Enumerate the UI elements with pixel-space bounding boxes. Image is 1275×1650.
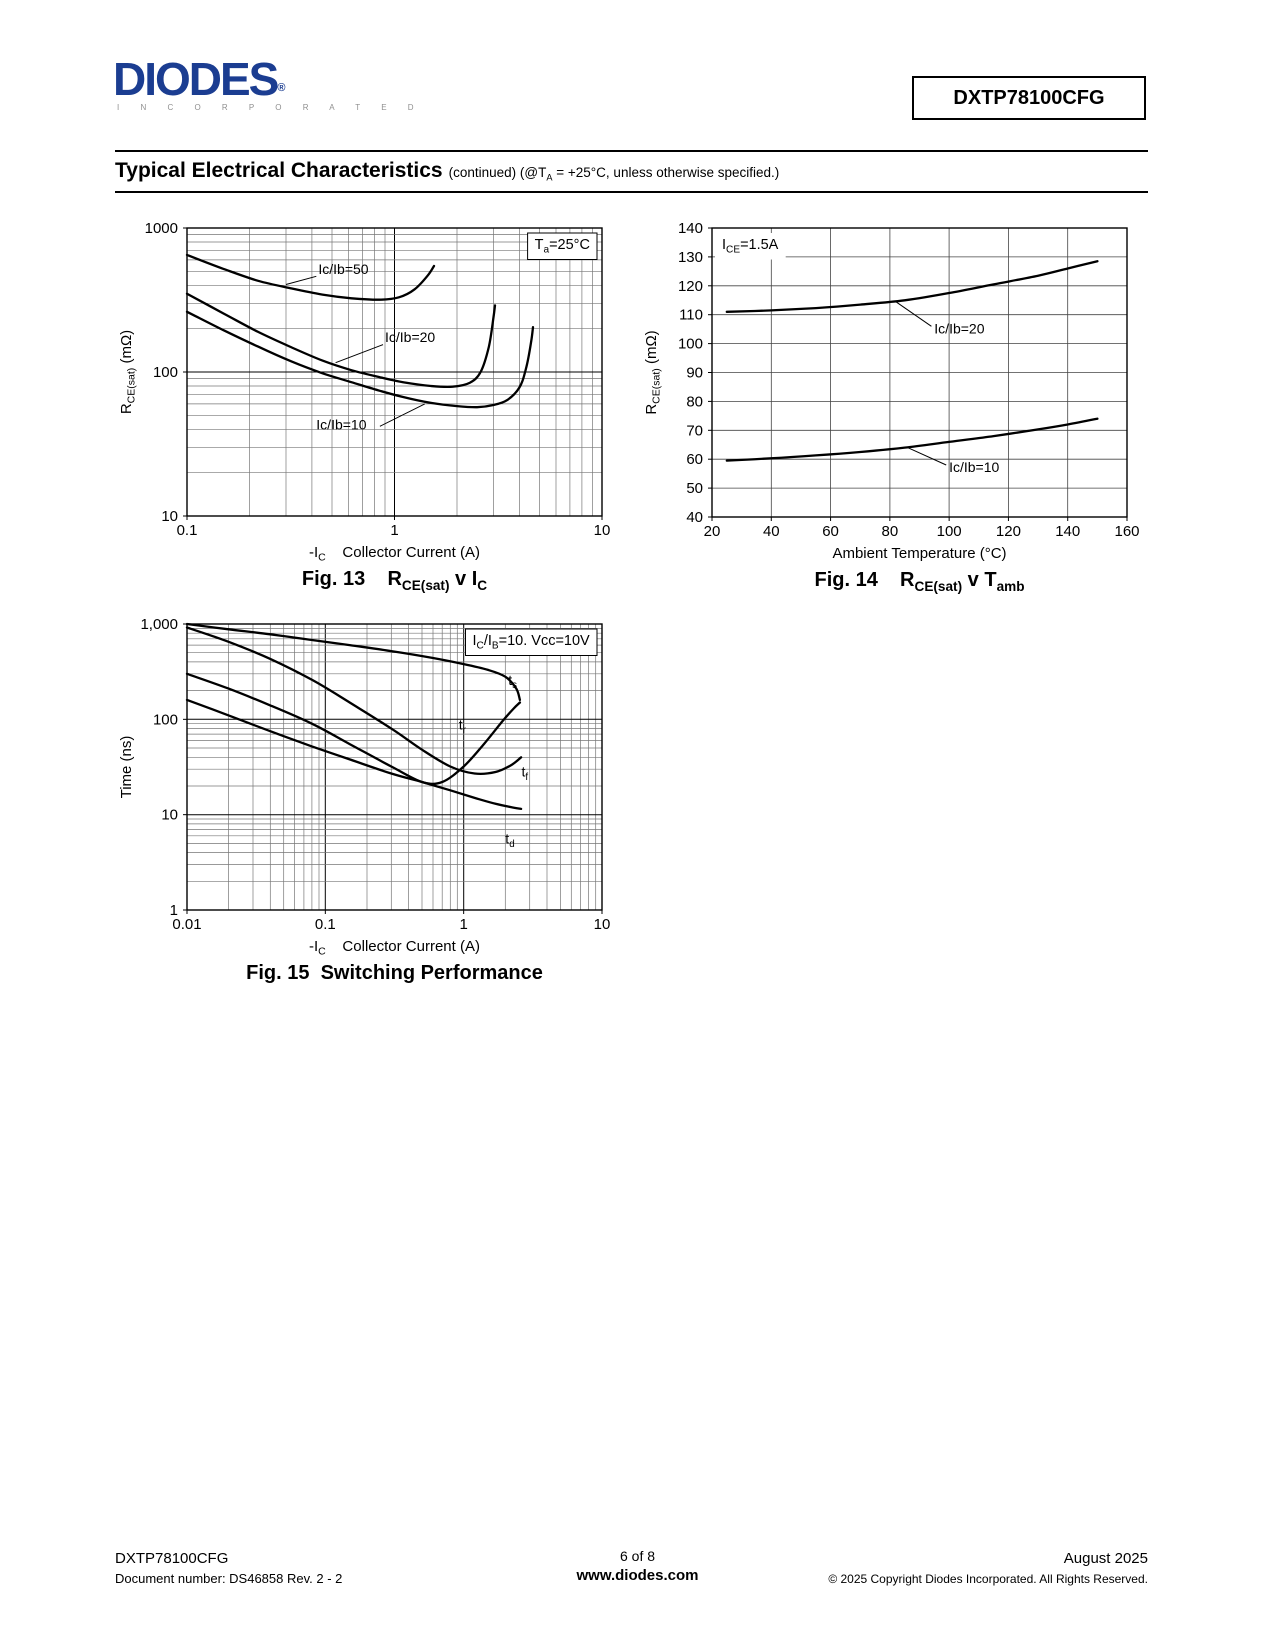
svg-text:80: 80 bbox=[686, 393, 703, 410]
section-title-row: Typical Electrical Characteristics (conti… bbox=[115, 159, 1148, 183]
svg-text:90: 90 bbox=[686, 365, 703, 382]
svg-text:120: 120 bbox=[678, 278, 703, 295]
title-rule bbox=[115, 191, 1148, 193]
svg-text:80: 80 bbox=[882, 523, 899, 540]
footer-part-number: DXTP78100CFG bbox=[115, 1550, 229, 1567]
x-axis-label: -IC Collector Current (A) bbox=[309, 938, 480, 958]
svg-text:140: 140 bbox=[678, 220, 703, 237]
svg-text:100: 100 bbox=[153, 711, 178, 728]
svg-text:1,000: 1,000 bbox=[140, 616, 178, 633]
svg-text:0.01: 0.01 bbox=[172, 916, 201, 933]
diodes-logo-text: DIODES® bbox=[113, 53, 286, 105]
footer-page-number: 6 of 8 bbox=[619, 1548, 656, 1564]
footer-doc-number: Document number: DS46858 Rev. 2 - 2 bbox=[115, 1571, 343, 1586]
footer-right: August 2025 © 2025 Copyright Diodes Inco… bbox=[828, 1550, 1148, 1586]
section-title: Typical Electrical Characteristics bbox=[115, 159, 443, 182]
curve-label: ts bbox=[508, 672, 517, 691]
fig13-caption: Fig. 13 RCE(sat) v IC bbox=[301, 568, 488, 593]
footer-website: www.diodes.com bbox=[576, 1567, 699, 1584]
part-number: DXTP78100CFG bbox=[953, 86, 1105, 109]
svg-text:0.1: 0.1 bbox=[315, 916, 336, 933]
curve-label: Ic/Ib=20 bbox=[385, 329, 435, 345]
y-axis-label: Time (ns) bbox=[118, 736, 135, 799]
svg-text:40: 40 bbox=[686, 509, 703, 526]
svg-text:100: 100 bbox=[937, 523, 962, 540]
curve-label: Ic/Ib=10 bbox=[316, 416, 366, 432]
curve-td bbox=[185, 698, 523, 811]
svg-text:50: 50 bbox=[686, 480, 703, 497]
x-axis-label: -IC Collector Current (A) bbox=[309, 544, 480, 564]
fig15-caption: Fig. 15 Switching Performance bbox=[246, 962, 543, 984]
section-subtitle: (continued) (@TA = +25°C, unless otherwi… bbox=[448, 165, 780, 183]
fig14-block: Ic/Ib=20 Ic/Ib=10 ICE=1.5A 20 40 60 80 100 120 14… bbox=[640, 212, 1152, 594]
curve-label: Ic/Ib=50 bbox=[318, 261, 368, 277]
svg-text:10: 10 bbox=[594, 522, 611, 539]
plot-annotation: IC/IB=10. Vcc=10V bbox=[473, 633, 591, 651]
x-axis-label: Ambient Temperature (°C) bbox=[832, 545, 1006, 562]
fig15-block: ts tr tf td IC/IB=10. Vcc=10V 0.01 0.1 1 10 1 10 10… bbox=[115, 608, 627, 985]
svg-text:1: 1 bbox=[390, 522, 398, 539]
svg-text:1000: 1000 bbox=[145, 220, 178, 237]
diodes-logo: DIODES® I N C O R P O R A T E D bbox=[113, 56, 423, 112]
svg-text:10: 10 bbox=[161, 508, 178, 525]
svg-text:60: 60 bbox=[686, 451, 703, 468]
curve-label: tf bbox=[522, 764, 529, 783]
curve-ts bbox=[185, 622, 522, 702]
fig15-chart: ts tr tf td IC/IB=10. Vcc=10V 0.01 0.1 1 10 1 10 10… bbox=[118, 616, 611, 958]
y-axis-label: RCE(sat) (mΩ) bbox=[118, 330, 138, 414]
svg-text:60: 60 bbox=[822, 523, 839, 540]
footer-center: 6 of 8 www.diodes.com bbox=[0, 1548, 1275, 1584]
y-axis-label: RCE(sat) (mΩ) bbox=[643, 330, 663, 414]
svg-text:40: 40 bbox=[763, 523, 780, 540]
svg-text:20: 20 bbox=[704, 523, 721, 540]
svg-text:70: 70 bbox=[686, 422, 703, 439]
svg-text:160: 160 bbox=[1114, 523, 1139, 540]
registered-mark: ® bbox=[277, 82, 286, 94]
curve-label: Ic/Ib=10 bbox=[949, 459, 999, 475]
curve-label: tr bbox=[459, 717, 467, 736]
svg-text:100: 100 bbox=[153, 364, 178, 381]
curve-Ic/Ib=20 bbox=[185, 292, 497, 389]
svg-text:100: 100 bbox=[678, 336, 703, 353]
footer-copyright: © 2025 Copyright Diodes Incorporated. Al… bbox=[828, 1572, 1148, 1586]
fig13-block: Ic/Ib=50 Ic/Ib=20 Ic/Ib=10 Ta=25°C 0.1 1 10 10 1… bbox=[115, 212, 627, 593]
svg-text:10: 10 bbox=[594, 916, 611, 933]
plot-annotation: Ta=25°C bbox=[535, 237, 590, 255]
curve-tf bbox=[185, 626, 523, 776]
svg-text:1: 1 bbox=[459, 916, 467, 933]
fig13-chart: Ic/Ib=50 Ic/Ib=20 Ic/Ib=10 Ta=25°C 0.1 1 10 10 1… bbox=[118, 220, 611, 564]
diodes-logo-subtext: I N C O R P O R A T E D bbox=[117, 103, 424, 112]
curve-label: Ic/Ib=20 bbox=[934, 321, 984, 337]
svg-text:10: 10 bbox=[161, 807, 178, 824]
fig14-caption: Fig. 14 RCE(sat) v Tamb bbox=[814, 569, 1025, 594]
curve-Ic/Ib=10 bbox=[725, 417, 1099, 462]
curve-Ic/Ib=50 bbox=[185, 253, 436, 301]
plot-annotation: ICE=1.5A bbox=[722, 237, 779, 255]
svg-text:0.1: 0.1 bbox=[177, 522, 198, 539]
svg-text:1: 1 bbox=[170, 902, 178, 919]
footer-date: August 2025 bbox=[1063, 1550, 1148, 1567]
svg-text:130: 130 bbox=[678, 249, 703, 266]
svg-text:110: 110 bbox=[679, 307, 703, 324]
curve-Ic/Ib=20 bbox=[725, 260, 1099, 313]
curve-Ic/Ib=10 bbox=[185, 310, 535, 409]
svg-text:120: 120 bbox=[996, 523, 1021, 540]
header-rule bbox=[115, 150, 1148, 152]
part-number-box: DXTP78100CFG bbox=[912, 76, 1146, 120]
curve-label: td bbox=[505, 830, 514, 849]
svg-text:140: 140 bbox=[1055, 523, 1080, 540]
footer-left: DXTP78100CFG Document number: DS46858 Re… bbox=[115, 1550, 342, 1586]
